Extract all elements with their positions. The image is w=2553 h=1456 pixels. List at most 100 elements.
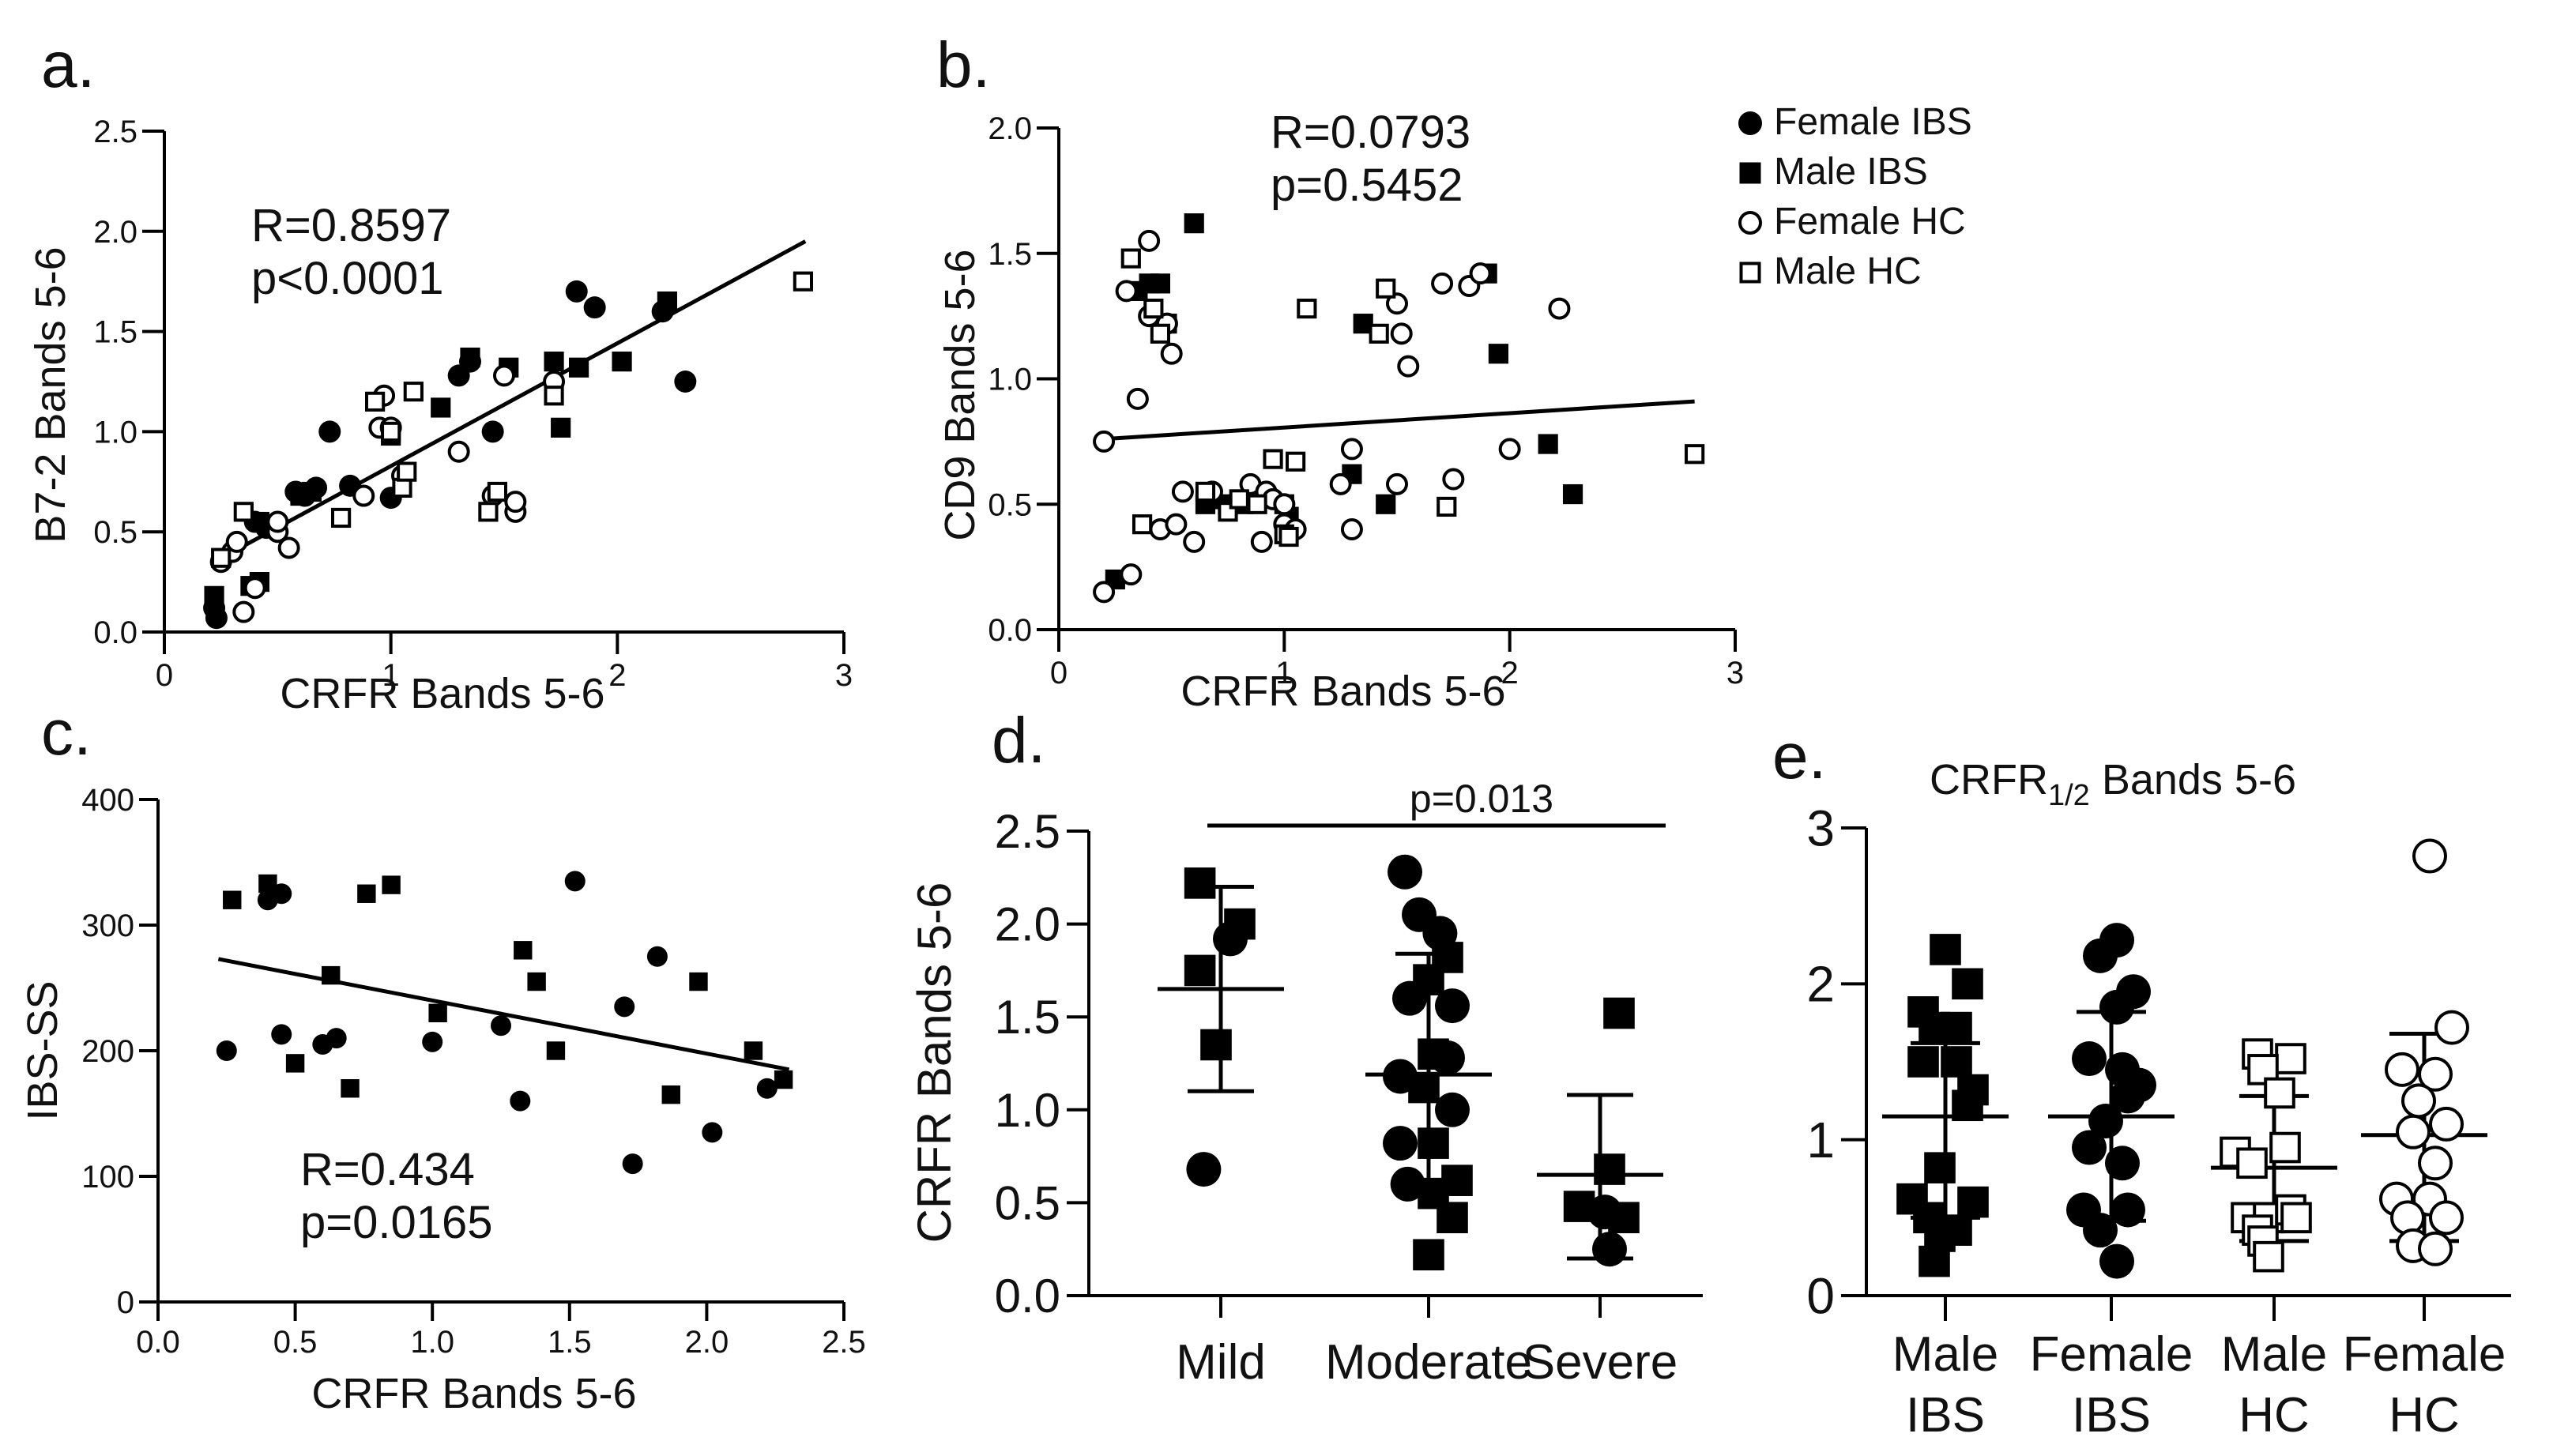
data-point	[341, 1079, 360, 1098]
data-point	[774, 1070, 793, 1089]
data-point	[2253, 1240, 2284, 1273]
data-point	[216, 1040, 237, 1061]
data-point	[2418, 1146, 2453, 1181]
x-axis-title: CRFR Bands 5-6	[311, 1370, 636, 1417]
data-point	[1408, 1071, 1440, 1104]
stat-annotation: R=0.8597	[251, 200, 451, 251]
y-axis-title: CRFR Bands 5-6	[908, 882, 961, 1243]
data-point	[1195, 481, 1216, 502]
x-axis-title: CRFR Bands 5-6	[1180, 668, 1505, 715]
legend-marker-square-filled	[1739, 162, 1761, 184]
y-axis-title: CD9 Bands 5-6	[936, 249, 984, 540]
category-label: HC	[2239, 1388, 2310, 1443]
data-point	[1329, 472, 1352, 495]
regression-line	[217, 957, 790, 1072]
data-point	[1437, 496, 1457, 517]
data-point	[1952, 968, 1983, 1000]
data-point	[702, 1122, 723, 1143]
legend-label: Male IBS	[1774, 151, 1928, 193]
data-point	[1229, 489, 1249, 510]
data-point	[1165, 513, 1188, 536]
data-point	[1286, 451, 1306, 472]
data-point	[2083, 938, 2118, 973]
category-label: Severe	[1523, 1335, 1678, 1390]
data-point	[1120, 248, 1141, 269]
legend-marker-square-open	[1739, 261, 1761, 284]
data-point	[318, 420, 341, 443]
x-tick-label: 2	[608, 658, 626, 693]
data-point	[491, 1015, 511, 1037]
data-point	[1120, 563, 1143, 586]
data-point	[1594, 1153, 1625, 1185]
x-tick-label: 2.5	[822, 1325, 866, 1360]
data-point	[1390, 322, 1413, 345]
data-point	[1685, 444, 1705, 465]
category-label: IBS	[2072, 1388, 2151, 1443]
data-point	[2236, 1147, 2268, 1179]
data-point	[1093, 430, 1116, 453]
data-point	[1919, 1245, 1950, 1277]
data-point	[2418, 1056, 2453, 1092]
data-point	[674, 371, 697, 393]
data-point	[1376, 278, 1396, 299]
data-point	[546, 1041, 566, 1060]
data-point	[527, 972, 546, 991]
data-point	[392, 477, 412, 499]
y-tick-label: 2.5	[93, 115, 137, 149]
data-point	[1435, 1092, 1470, 1127]
category-label: Female	[2030, 1327, 2193, 1382]
data-point	[661, 1085, 680, 1104]
y-tick-label: 2	[1806, 956, 1835, 1013]
data-point	[504, 491, 527, 514]
data-point	[285, 1054, 305, 1073]
data-point	[1442, 468, 1465, 491]
data-point	[1126, 387, 1149, 410]
data-point	[1250, 530, 1273, 553]
data-point	[1340, 438, 1363, 461]
data-point	[514, 941, 533, 960]
panel-label: d.	[992, 705, 1045, 777]
category-label: Male	[1892, 1327, 1998, 1382]
y-tick-label: 1	[1806, 1112, 1835, 1168]
data-point	[460, 347, 480, 368]
x-tick-label: 2	[1501, 656, 1519, 690]
data-point	[1184, 954, 1216, 987]
data-point	[1907, 1046, 1939, 1078]
data-point	[365, 391, 386, 412]
data-point	[1952, 1089, 1983, 1122]
title-rest: Bands 5-6	[2090, 756, 2296, 803]
y-tick-label: 0.5	[995, 1176, 1060, 1229]
data-point	[1143, 299, 1164, 319]
category-label: IBS	[1906, 1388, 1985, 1443]
data-point	[225, 530, 248, 553]
data-point	[1383, 1126, 1418, 1161]
data-point	[1376, 494, 1396, 514]
legend: Female IBS Male IBS Female HC Male HC	[1738, 101, 1972, 292]
data-point	[431, 397, 451, 418]
data-point	[614, 996, 635, 1018]
category-label: Female	[2343, 1327, 2506, 1382]
panel-c: c. 0.0 0.5 1.0 1.5 2.0 2.5 0 100 200 300 400 CRFR Ba…	[19, 697, 866, 1417]
data-point	[1213, 921, 1248, 957]
regression-line	[1103, 399, 1695, 442]
data-point	[1397, 355, 1420, 378]
data-point	[1184, 867, 1216, 899]
data-point	[2280, 1202, 2312, 1234]
data-point	[493, 364, 515, 387]
title-main: CRFR	[1930, 756, 2048, 803]
x-tick-label: 0	[1050, 656, 1068, 690]
title-subscript: 1/2	[2048, 779, 2090, 812]
x-tick-label: 1.0	[410, 1325, 454, 1360]
data-point	[1184, 213, 1204, 234]
data-point	[1386, 472, 1408, 495]
data-point	[2072, 1130, 2107, 1165]
data-point	[352, 484, 375, 507]
stat-annotation: p=0.0165	[300, 1197, 493, 1248]
data-point	[1390, 1166, 1425, 1202]
data-point	[565, 280, 588, 303]
data-point	[1587, 1195, 1622, 1230]
data-point	[1418, 1038, 1449, 1070]
y-tick-label: 0.5	[93, 515, 137, 550]
y-tick-label: 1.0	[93, 415, 137, 450]
data-point	[657, 291, 677, 312]
